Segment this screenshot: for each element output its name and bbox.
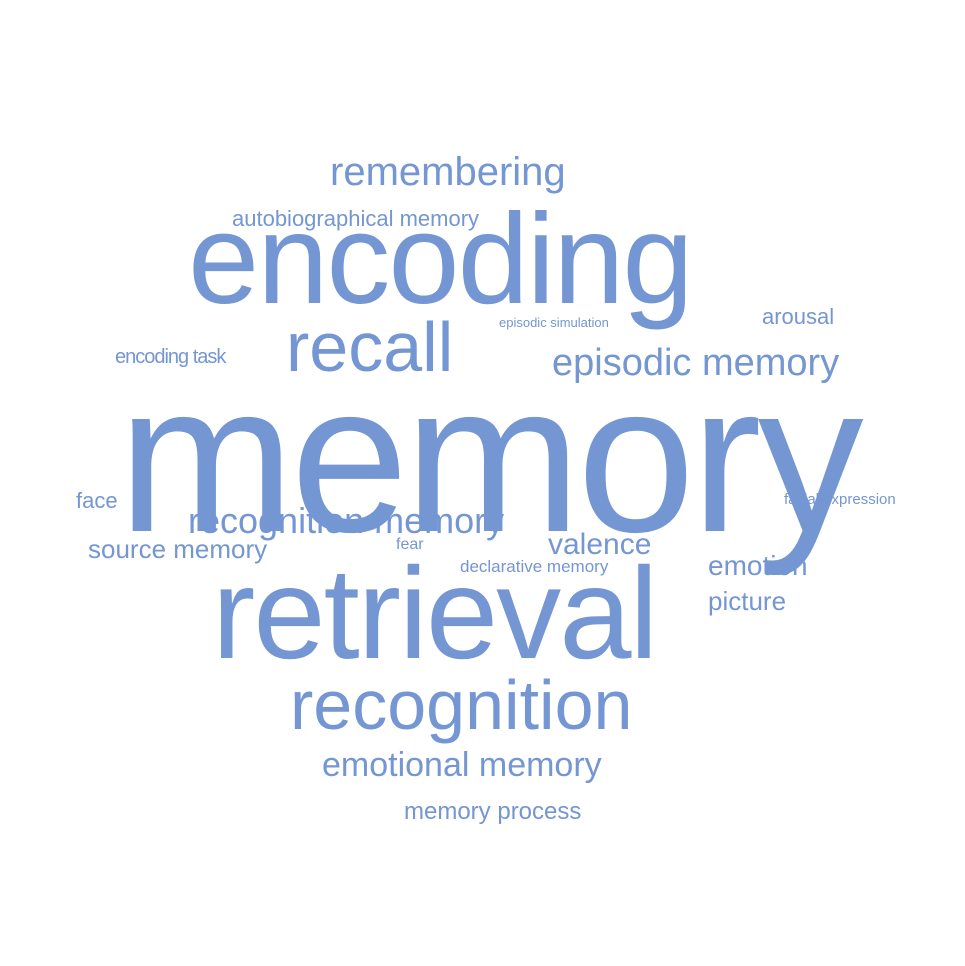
- word-retrieval: retrieval: [212, 540, 658, 686]
- word-episodic-simulation: episodic simulation: [499, 315, 609, 330]
- word-remembering: remembering: [330, 150, 566, 194]
- word-autobiographical-memory: autobiographical memory: [232, 206, 480, 231]
- word-source-memory: source memory: [88, 534, 268, 564]
- word-episodic-memory: episodic memory: [552, 342, 840, 384]
- word-declarative-memory: declarative memory: [460, 557, 609, 576]
- word-face: face: [76, 488, 118, 513]
- word-valence: valence: [548, 528, 652, 561]
- word-encoding-task: encoding task: [115, 346, 226, 368]
- word-arousal: arousal: [762, 304, 835, 329]
- word-memory-process: memory process: [404, 798, 582, 825]
- word-emotional-memory: emotional memory: [322, 746, 602, 784]
- word-recall: recall: [286, 308, 454, 386]
- word-facial-expression: facial expression: [784, 491, 896, 508]
- word-encoding: encoding: [188, 188, 694, 331]
- word-picture: picture: [708, 586, 787, 616]
- word-recognition-memory: recognition memory: [188, 500, 505, 541]
- word-fear: fear: [396, 536, 424, 553]
- word-memory: memory: [118, 339, 864, 576]
- word-emotion: emotion: [708, 550, 808, 581]
- word-recognition: recognition: [290, 666, 633, 744]
